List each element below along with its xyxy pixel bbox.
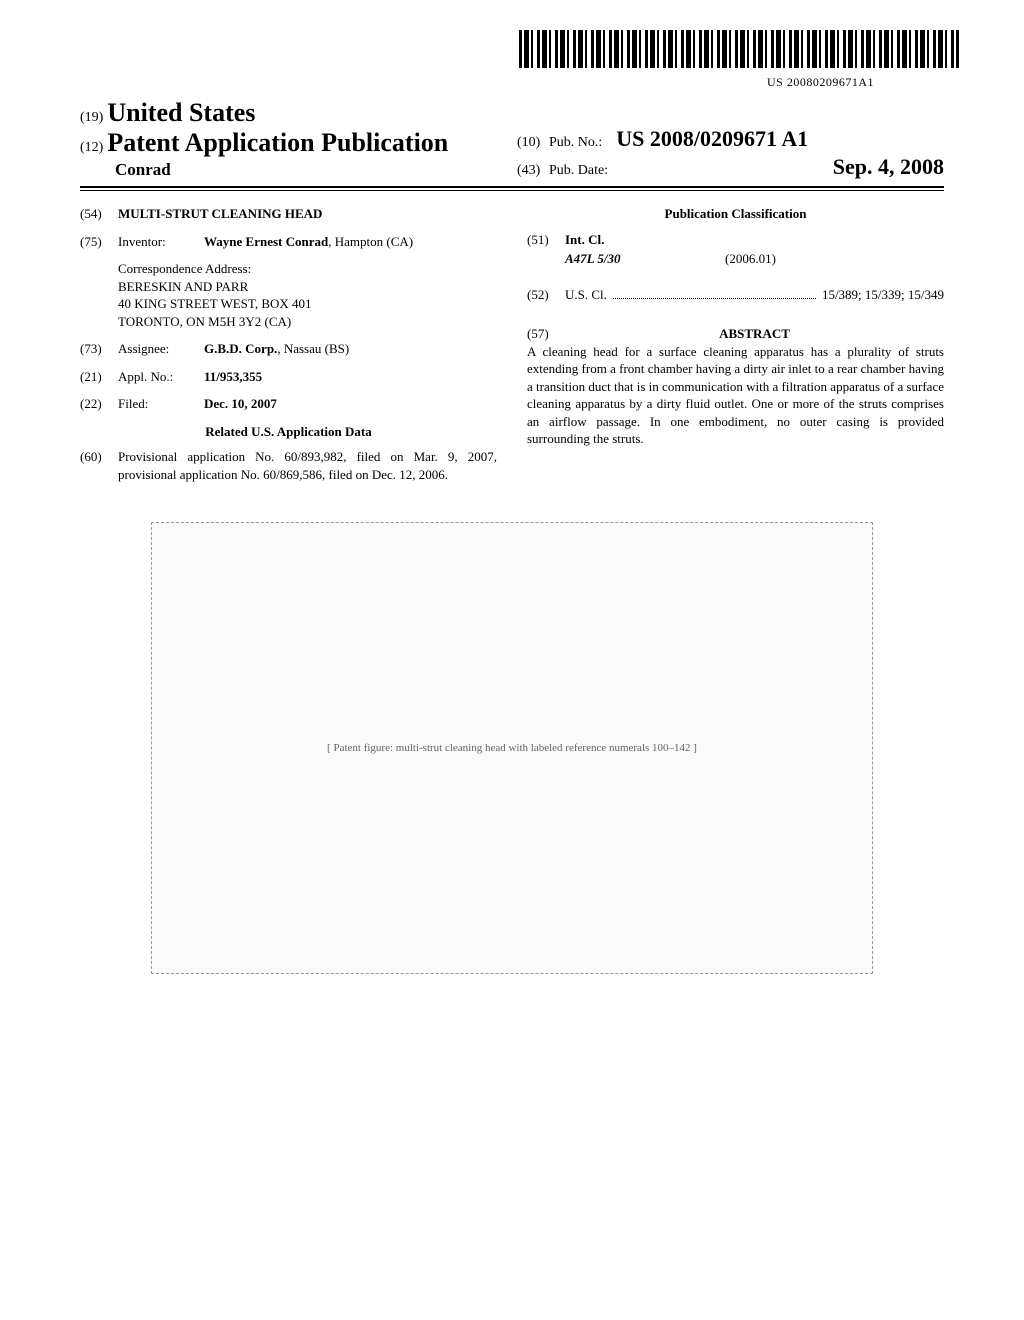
code-22: (22)	[80, 395, 118, 413]
code-73: (73)	[80, 340, 118, 358]
barcode-text: US 20080209671A1	[80, 75, 874, 90]
divider-thin	[80, 190, 944, 191]
barcode-block: US 20080209671A1	[80, 30, 944, 90]
uscl-leader-dots	[613, 298, 816, 299]
patent-figure: [ Patent figure: multi-strut cleaning he…	[151, 522, 873, 974]
code-21: (21)	[80, 368, 118, 386]
divider-thick	[80, 186, 944, 188]
code-10: (10)	[517, 135, 549, 151]
author-name: Conrad	[115, 160, 507, 180]
pubclass-title: Publication Classification	[527, 205, 944, 223]
invention-title: MULTI-STRUT CLEANING HEAD	[118, 206, 322, 221]
assignee-loc: , Nassau (BS)	[277, 341, 349, 356]
publication-title: Patent Application Publication	[107, 128, 448, 157]
pubno-label: Pub. No.:	[549, 135, 602, 151]
assignee-label: Assignee:	[118, 340, 204, 358]
country-name: United States	[107, 98, 255, 127]
filed-value: Dec. 10, 2007	[204, 396, 277, 411]
right-column: Publication Classification (51) Int. Cl.…	[527, 205, 944, 494]
code-54: (54)	[80, 205, 118, 223]
intcl-code: A47L 5/30	[565, 250, 665, 268]
assignee-name: G.B.D. Corp.	[204, 341, 277, 356]
addr-line-3: 40 KING STREET WEST, BOX 401	[118, 295, 497, 313]
abstract-title: ABSTRACT	[565, 325, 944, 343]
code-19: (19)	[80, 110, 103, 125]
addr-line-4: TORONTO, ON M5H 3Y2 (CA)	[118, 313, 497, 331]
code-43: (43)	[517, 163, 549, 179]
uscl-label: U.S. Cl.	[565, 287, 607, 302]
figure-caption: [ Patent figure: multi-strut cleaning he…	[327, 742, 697, 754]
figure-area: [ Patent figure: multi-strut cleaning he…	[80, 522, 944, 974]
inventor-label: Inventor:	[118, 233, 204, 251]
related-data-title: Related U.S. Application Data	[80, 423, 497, 441]
addr-line-2: BERESKIN AND PARR	[118, 278, 497, 296]
pubdate-value: Sep. 4, 2008	[833, 154, 944, 180]
intcl-date: (2006.01)	[725, 250, 776, 268]
provisional-text: Provisional application No. 60/893,982, …	[118, 448, 497, 483]
pubno-value: US 2008/0209671 A1	[616, 126, 808, 152]
header: (19) United States (12) Patent Applicati…	[80, 98, 944, 180]
left-column: (54) MULTI-STRUT CLEANING HEAD (75) Inve…	[80, 205, 497, 494]
barcode-graphic	[519, 30, 959, 68]
code-51: (51)	[527, 231, 565, 249]
uscl-values: 15/389; 15/339; 15/349	[822, 287, 944, 302]
pubdate-label: Pub. Date:	[549, 163, 608, 179]
filed-label: Filed:	[118, 395, 204, 413]
correspondence-address: Correspondence Address: BERESKIN AND PAR…	[118, 260, 497, 330]
code-60: (60)	[80, 448, 118, 483]
code-57: (57)	[527, 325, 565, 343]
addr-line-1: Correspondence Address:	[118, 260, 497, 278]
code-52: (52)	[527, 286, 565, 304]
code-75: (75)	[80, 233, 118, 251]
applno-value: 11/953,355	[204, 369, 262, 384]
applno-label: Appl. No.:	[118, 368, 204, 386]
inventor-name: Wayne Ernest Conrad	[204, 234, 328, 249]
intcl-label: Int. Cl.	[565, 232, 604, 247]
inventor-loc: , Hampton (CA)	[328, 234, 413, 249]
code-12: (12)	[80, 140, 103, 155]
abstract-text: A cleaning head for a surface cleaning a…	[527, 343, 944, 448]
